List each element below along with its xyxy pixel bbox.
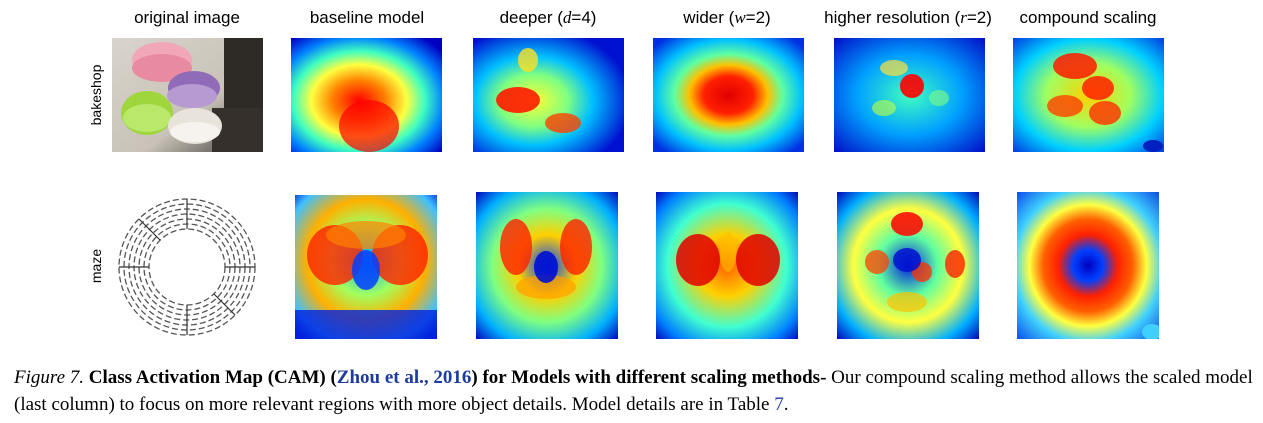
table-reference-link[interactable]: 7 [774,394,784,415]
figure-caption: Figure 7. Class Activation Map (CAM) (Zh… [14,364,1254,418]
column-header-baseline: baseline model [309,8,425,27]
column-header-compound: compound scaling [1019,8,1157,27]
row-label-maze: maze [88,248,104,284]
caption-end: . [783,394,789,415]
cam-bakeshop-deeper [473,38,624,152]
bakeshop-original-image [112,38,263,152]
column-header-wider: wider (w=2) [683,8,771,27]
cam-maze-baseline [295,195,437,339]
caption-body: Our compound scaling method allows the s… [14,367,1253,415]
figure-number: Figure 7. [14,367,85,388]
caption-title-pre: Class Activation Map (CAM) ( [88,367,337,388]
cam-bakeshop-higher-resolution [834,38,985,152]
cam-maze-deeper [476,192,618,339]
maze-original-image [112,195,263,339]
cam-bakeshop-wider [653,38,804,152]
column-header-original: original image [134,8,240,27]
cam-maze-compound [1017,192,1159,339]
citation-link[interactable]: Zhou et al., 2016 [336,367,472,388]
column-header-higher-resolution: higher resolution (r=2) [824,8,992,27]
cam-bakeshop-baseline [291,38,442,152]
cam-maze-wider [656,192,798,339]
cam-bakeshop-compound [1013,38,1164,152]
cam-maze-higher-resolution [837,192,979,339]
column-header-deeper: deeper (d=4) [499,8,597,27]
caption-title-post: ) for Models with different scaling meth… [471,367,827,388]
row-label-bakeshop: bakeshop [88,64,104,126]
